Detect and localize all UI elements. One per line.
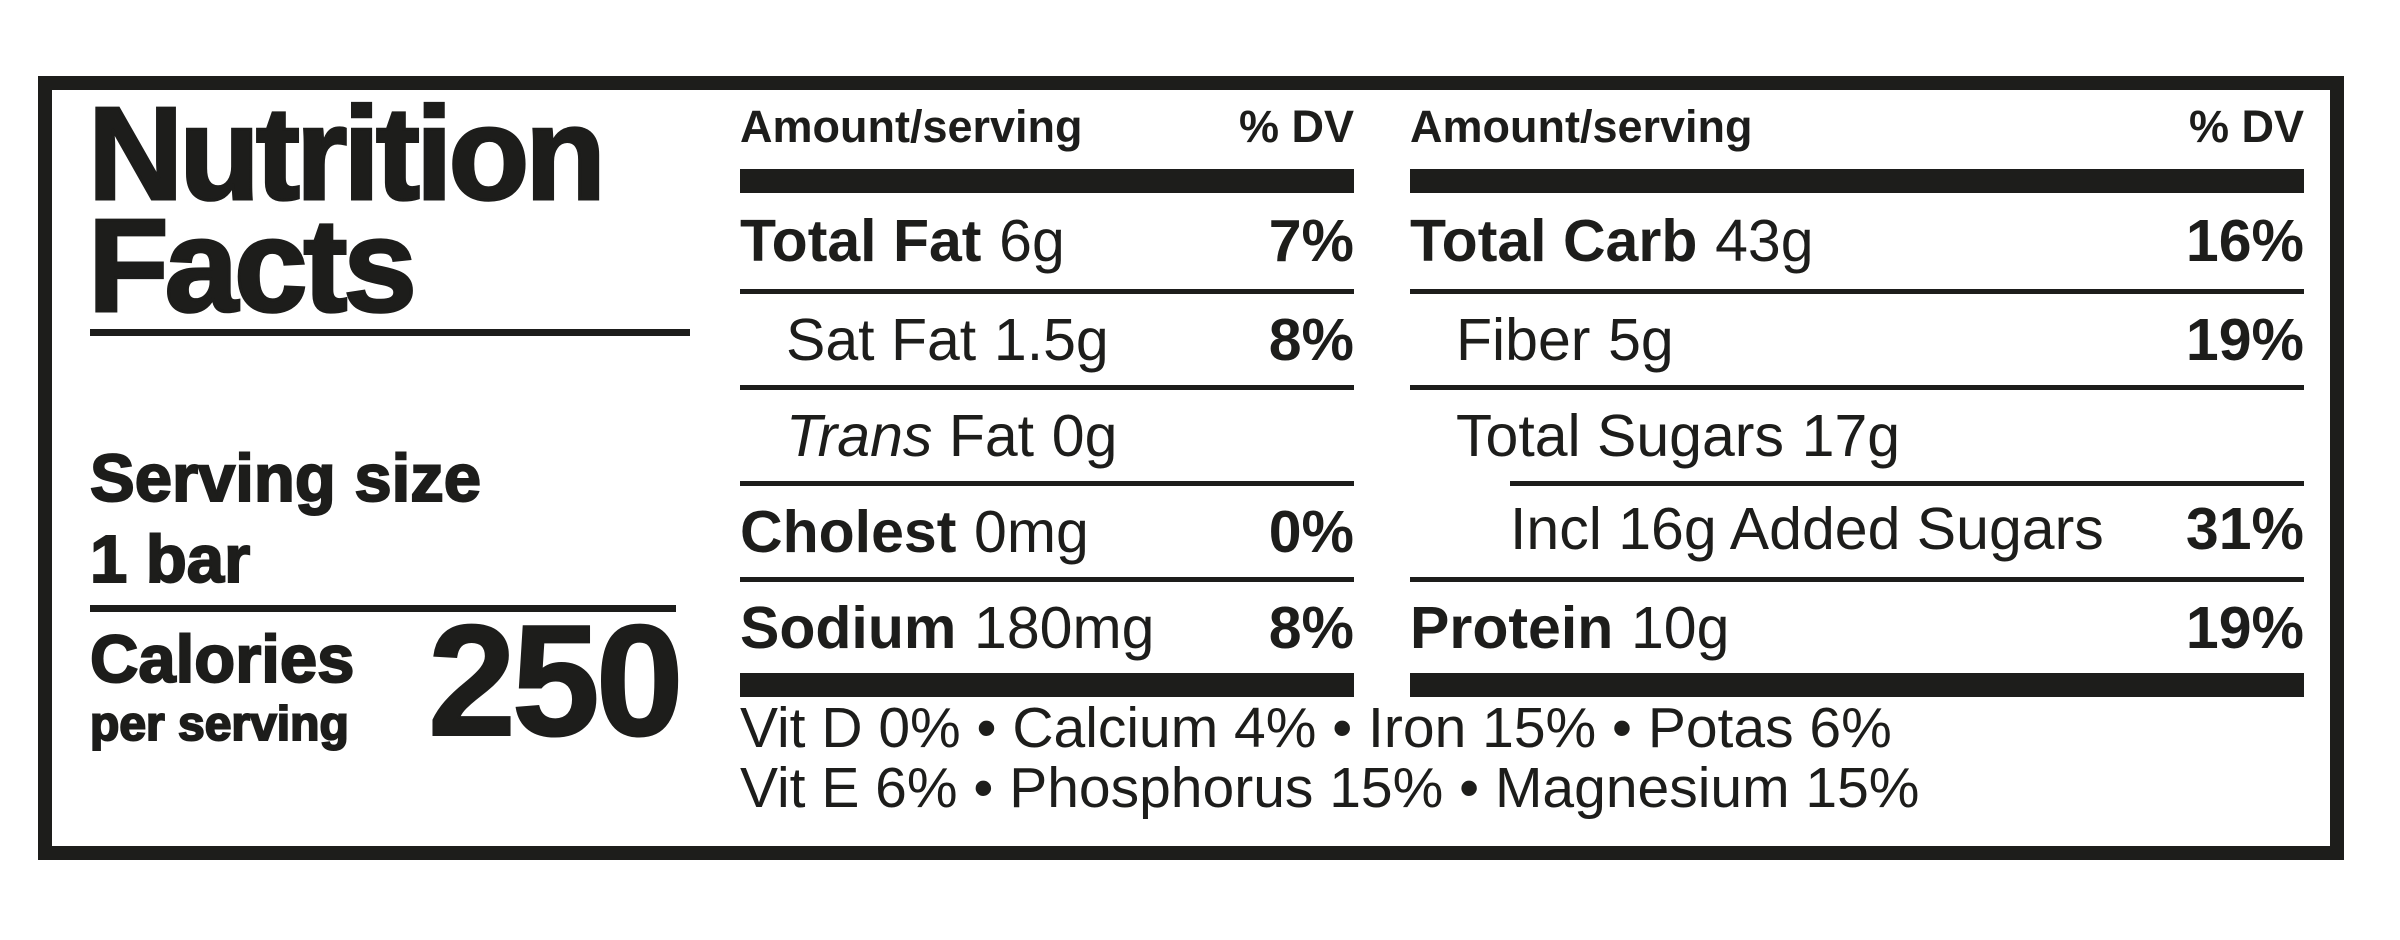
nutrient-dv: 19% bbox=[2185, 306, 2304, 373]
row-total-carb: Total Carb 43g 16% bbox=[1410, 193, 2304, 289]
serving-size-block: Serving size 1 bar bbox=[89, 438, 482, 600]
title-divider-rule bbox=[90, 329, 690, 336]
nutrient-amount: 0mg bbox=[974, 498, 1089, 565]
label-title: Nutrition Facts bbox=[87, 80, 608, 340]
nutrient-amount: 0g bbox=[1051, 402, 1118, 469]
nutrient-name: Total Sugars bbox=[1456, 402, 1784, 469]
label-border bbox=[38, 76, 2344, 860]
nutrient-amount: 10g bbox=[1630, 594, 1730, 661]
nutrient-name: Total Fat bbox=[740, 208, 982, 274]
nutrient-amount: 43g bbox=[1715, 208, 1814, 274]
row-cholesterol: Cholest 0mg 0% bbox=[740, 481, 1354, 577]
nutrient-amount: 5g bbox=[1608, 306, 1674, 373]
fat-column: Amount/serving % DV Total Fat 6g 7% Sat … bbox=[740, 92, 1354, 697]
row-sat-fat: Sat Fat 1.5g 8% bbox=[740, 289, 1354, 385]
fat-column-bottom-bar bbox=[740, 673, 1354, 697]
nutrient-name: Protein bbox=[1410, 594, 1614, 661]
carb-column-bottom-bar bbox=[1410, 673, 2304, 697]
calories-label: Calories bbox=[89, 622, 355, 697]
row-sodium: Sodium 180mg 8% bbox=[740, 577, 1354, 673]
nutrient-name: Total Carb bbox=[1410, 208, 1698, 274]
row-protein: Protein 10g 19% bbox=[1410, 577, 2304, 673]
row-total-sugars: Total Sugars 17g bbox=[1410, 385, 2304, 481]
nutrient-name: Sodium bbox=[740, 594, 957, 661]
nutrient-name: Fiber bbox=[1456, 306, 1591, 373]
nutrient-amount: 6g bbox=[999, 208, 1065, 274]
fat-column-top-bar bbox=[740, 169, 1354, 193]
fat-column-header-amount: Amount/serving bbox=[740, 101, 1083, 152]
label-title-line1: Nutrition bbox=[87, 80, 608, 227]
nutrient-name: Fat bbox=[932, 402, 1035, 469]
serving-size-value: 1 bar bbox=[89, 521, 251, 598]
nutrient-dv: 8% bbox=[1268, 594, 1354, 661]
nutrient-dv: 0% bbox=[1268, 498, 1354, 565]
fat-column-header: Amount/serving % DV bbox=[740, 92, 1354, 162]
nutrient-amount: 180mg bbox=[974, 594, 1155, 661]
micronutrients: Vit D 0% • Calcium 4% • Iron 15% • Potas… bbox=[740, 698, 2304, 818]
carb-column-header-amount: Amount/serving bbox=[1410, 101, 1753, 152]
calories-value: 250 bbox=[427, 593, 685, 769]
label-title-line2: Facts bbox=[87, 192, 419, 340]
row-trans-fat: Trans Fat 0g bbox=[740, 385, 1354, 481]
micronutrients-line2: Vit E 6% • Phosphorus 15% • Magnesium 15… bbox=[740, 756, 1920, 820]
nutrient-name: Incl 16g Added Sugars bbox=[1510, 496, 2104, 562]
row-total-fat: Total Fat 6g 7% bbox=[740, 193, 1354, 289]
nutrient-name: Cholest bbox=[740, 498, 957, 565]
carb-column-header: Amount/serving % DV bbox=[1410, 92, 2304, 162]
nutrient-amount: 1.5g bbox=[993, 306, 1109, 373]
nutrient-amount: 17g bbox=[1801, 402, 1901, 469]
nutrient-name: Sat Fat bbox=[786, 306, 977, 373]
calories-sublabel: per serving bbox=[89, 698, 350, 751]
row-added-sugars: Incl 16g Added Sugars 31% bbox=[1410, 481, 2304, 577]
nutrient-name-italic: Trans bbox=[786, 402, 933, 469]
carb-column-top-bar bbox=[1410, 169, 2304, 193]
carb-column: Amount/serving % DV Total Carb 43g 16% F… bbox=[1410, 92, 2304, 697]
nutrient-dv: 7% bbox=[1268, 208, 1354, 274]
nutrient-dv: 31% bbox=[2185, 496, 2304, 562]
added-sugars-indent-rule bbox=[1510, 481, 2304, 486]
micronutrients-line1: Vit D 0% • Calcium 4% • Iron 15% • Potas… bbox=[740, 696, 1892, 760]
row-fiber: Fiber 5g 19% bbox=[1410, 289, 2304, 385]
nutrient-dv: 19% bbox=[2185, 594, 2304, 661]
nutrient-dv: 8% bbox=[1268, 306, 1354, 373]
serving-size-label: Serving size bbox=[89, 440, 482, 517]
nutrient-dv: 16% bbox=[2185, 208, 2304, 274]
fat-column-header-dv: % DV bbox=[1238, 101, 1354, 152]
carb-column-header-dv: % DV bbox=[2188, 101, 2304, 152]
calories-divider-rule bbox=[90, 605, 676, 612]
